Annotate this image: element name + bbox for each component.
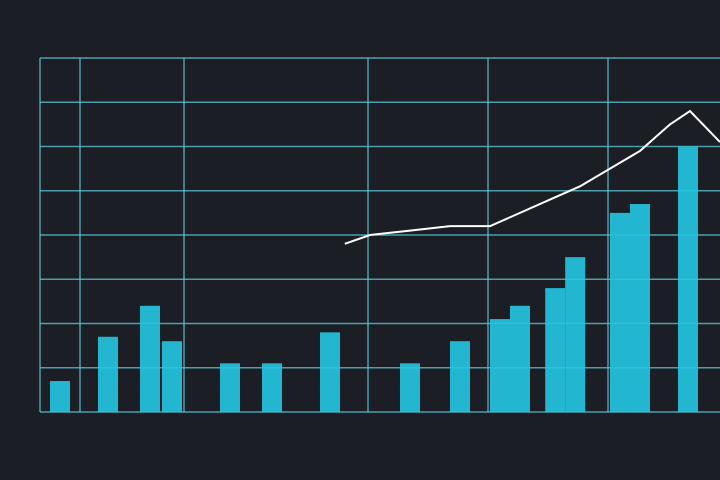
bar: [490, 319, 510, 412]
bar: [400, 363, 420, 412]
line: [344, 109, 720, 245]
bar: [320, 332, 340, 412]
bar: [678, 146, 698, 412]
bar: [630, 204, 650, 412]
bar: [610, 212, 630, 412]
bar: [98, 336, 118, 412]
bar: [50, 381, 70, 412]
bar: [450, 341, 470, 412]
bar: [510, 305, 530, 412]
bar: [140, 305, 160, 412]
bar: [545, 288, 566, 412]
bar: [262, 363, 282, 412]
bar: [220, 363, 240, 412]
bar: [565, 257, 586, 412]
bar: [162, 341, 182, 412]
